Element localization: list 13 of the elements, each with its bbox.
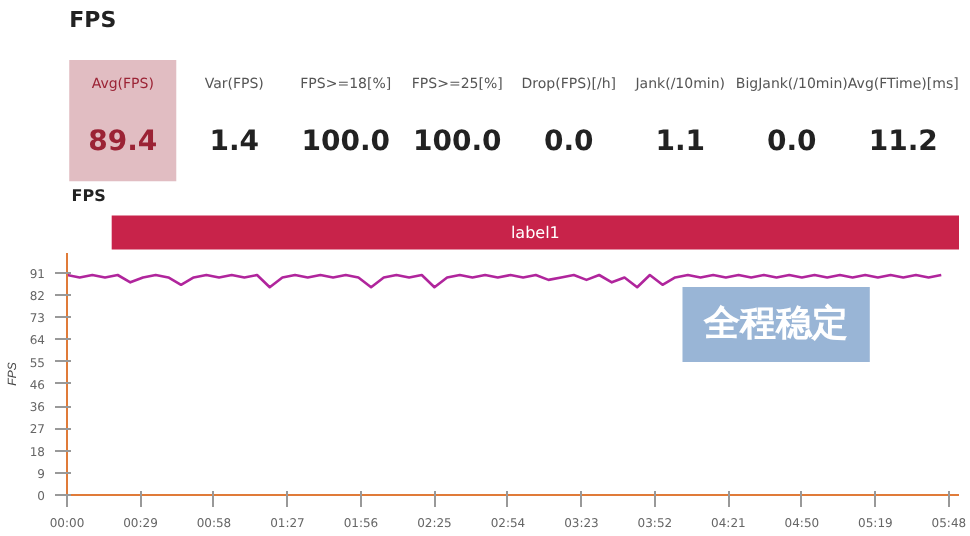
text: 100.0 [412, 126, 502, 158]
text: 100.0 [301, 126, 391, 158]
text: 1.4 [209, 126, 260, 158]
line-series [67, 273, 943, 289]
text: 0.0 [766, 126, 817, 158]
chart-title: FPS [71, 187, 107, 206]
text: FPS [69, 6, 117, 33]
annotation: 全程稳定 [702, 303, 849, 346]
text: 0.0 [543, 126, 594, 158]
text: 89.4 [88, 126, 158, 158]
text: 11.2 [868, 126, 938, 158]
text: 1.1 [655, 126, 706, 158]
text: label1 [510, 223, 560, 242]
